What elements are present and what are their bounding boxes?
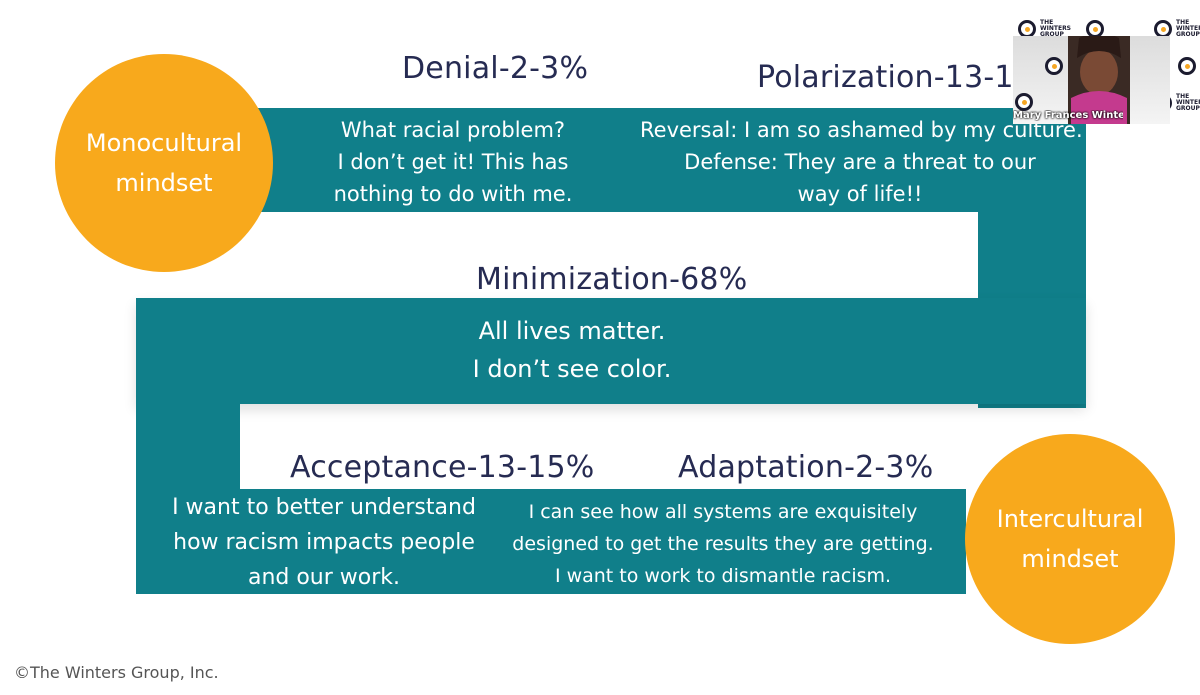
- adaptation-text-line: I want to work to dismantle racism.: [554, 565, 892, 587]
- winters-group-logo-icon: [1178, 57, 1196, 75]
- winters-group-logo-icon: [1015, 93, 1033, 111]
- band-bottom: [136, 489, 966, 594]
- minimization-text: All lives matter. I don’t see color.: [422, 312, 722, 388]
- polarization-text: Reversal: I am so ashamed by my culture.…: [640, 114, 1083, 210]
- acceptance-text-line: and our work.: [247, 565, 401, 590]
- adaptation-text: I can see how all systems are exquisitel…: [497, 496, 949, 592]
- polarization-text-line: Defense: They are a threat to our: [684, 150, 1036, 174]
- acceptance-text: I want to better understand how racism i…: [160, 490, 488, 595]
- polarization-text-line: way of life!!: [797, 182, 923, 206]
- intercultural-mindset-circle: Intercultural mindset: [965, 434, 1175, 644]
- winters-group-logo-icon: [1045, 57, 1063, 75]
- denial-text: What racial problem? I don’t get it! Thi…: [318, 114, 588, 210]
- minimization-title: Minimization-68%: [476, 262, 748, 297]
- participant-avatar: [1068, 36, 1130, 124]
- monocultural-label-line-2: mindset: [115, 169, 213, 197]
- acceptance-title: Acceptance-13-15%: [290, 450, 595, 485]
- denial-text-line: nothing to do with me.: [333, 182, 573, 206]
- adaptation-title: Adaptation-2-3%: [678, 450, 934, 485]
- band-middle: [136, 298, 1086, 404]
- participant-name-label: Mary Frances Winter...: [1013, 110, 1123, 121]
- copyright-footer: ©The Winters Group, Inc.: [14, 663, 219, 682]
- polarization-title: Polarization-13-15: [757, 60, 1013, 95]
- monocultural-label-line-1: Monocultural: [85, 129, 243, 157]
- participant-video-tile[interactable]: [1013, 36, 1170, 124]
- acceptance-text-line: how racism impacts people: [173, 530, 475, 555]
- acceptance-text-line: I want to better understand: [172, 495, 476, 520]
- monocultural-mindset-circle: Monocultural mindset: [55, 54, 273, 272]
- minimization-text-line: I don’t see color.: [472, 355, 672, 383]
- adaptation-text-line: designed to get the results they are get…: [512, 533, 934, 555]
- minimization-text-line: All lives matter.: [478, 317, 666, 345]
- denial-title: Denial-2-3%: [402, 51, 589, 86]
- denial-text-line: What racial problem?: [340, 118, 566, 142]
- adaptation-text-line: I can see how all systems are exquisitel…: [528, 501, 918, 523]
- band-top: [240, 108, 1066, 212]
- polarization-text-line: Reversal: I am so ashamed by my culture.: [640, 118, 1083, 142]
- intercultural-label-line-2: mindset: [1021, 545, 1119, 573]
- intercultural-label-line-1: Intercultural: [996, 505, 1144, 533]
- denial-text-line: I don’t get it! This has: [337, 150, 569, 174]
